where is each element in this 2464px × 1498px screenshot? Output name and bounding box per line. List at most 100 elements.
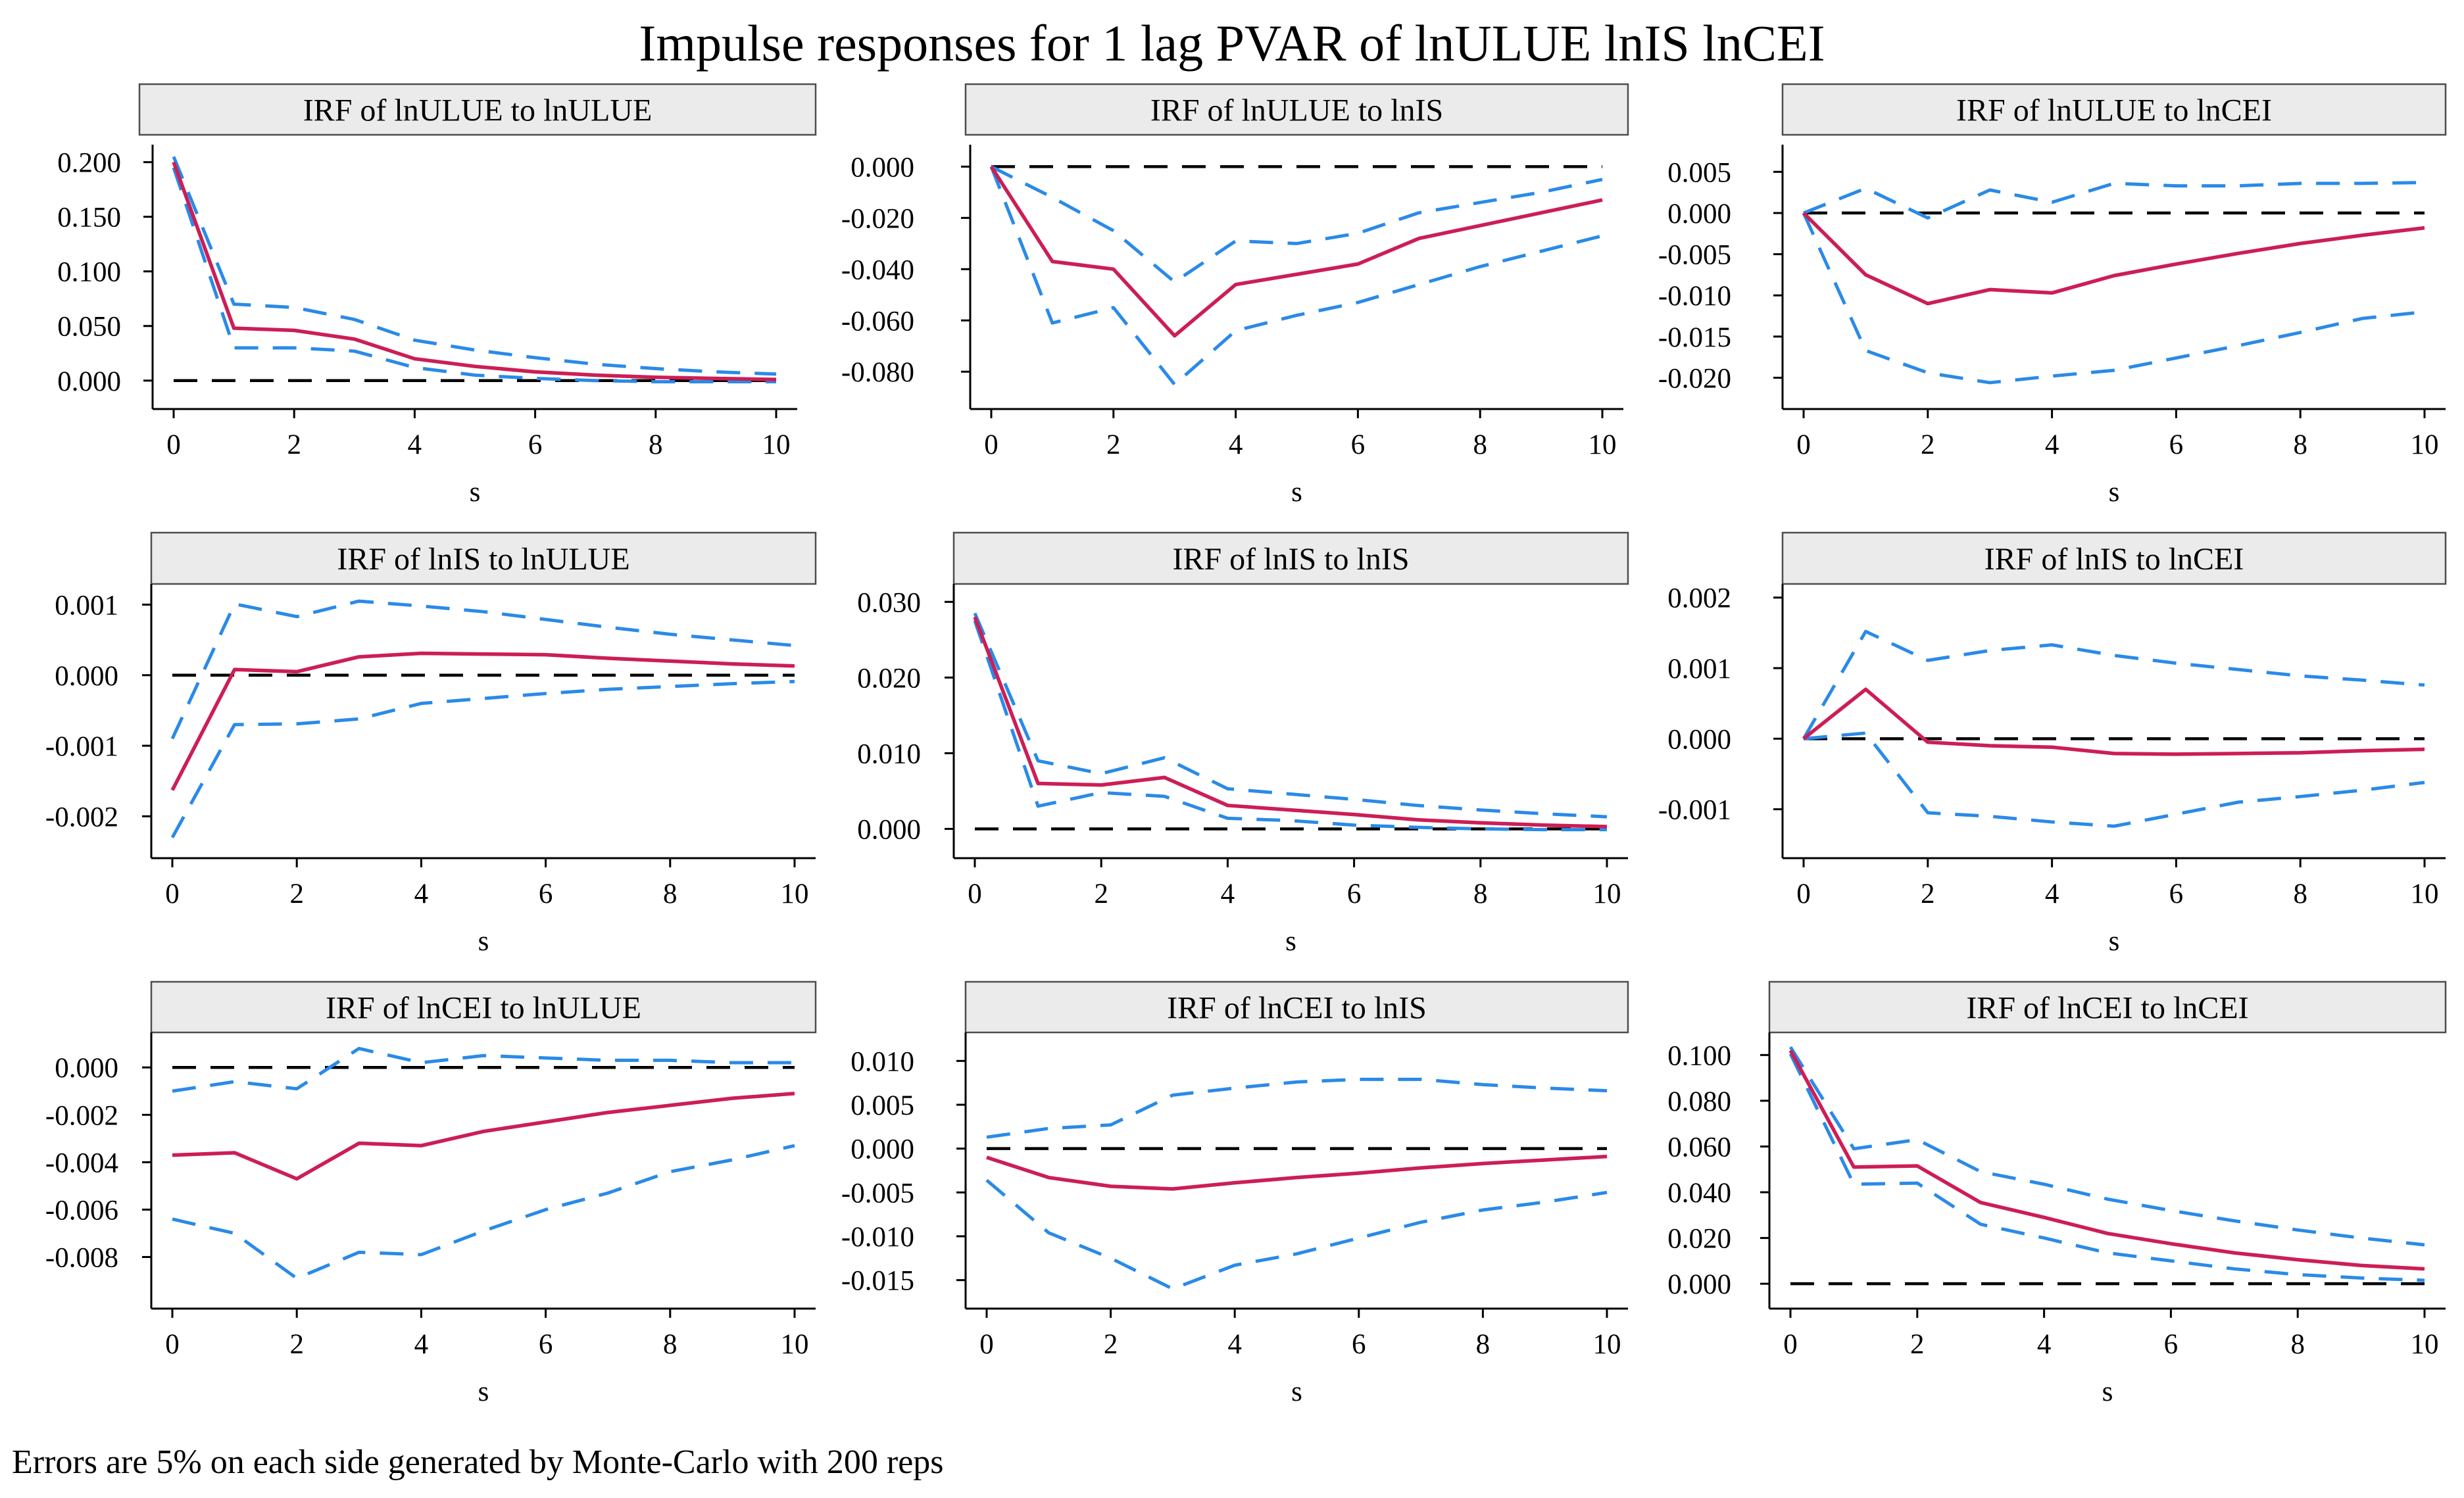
y-tick-label: 0.100 [1667,1040,1731,1071]
y-tick-label: 0.060 [1667,1132,1731,1163]
panel-title: IRF of lnIS to lnULUE [337,542,629,577]
x-tick-label: 0 [165,1329,180,1360]
x-tick-label: 4 [1229,429,1243,460]
x-tick-label: 2 [1094,879,1108,909]
irf-panel-3: IRF of lnULUE to lnCEI 0.005 0.000 -0.005 -0… [1658,83,2447,508]
x-axis-title: s [478,1376,489,1407]
x-axis-title: s [2109,926,2120,957]
panel-strip [138,83,817,136]
irf-series-line [170,651,795,791]
y-tick-label: 0.150 [57,203,121,233]
irf-panel-1: IRF of lnULUE to lnULUE 0.000 0.050 0.100 0.… [57,83,817,508]
y-tick-label: 0.100 [57,257,121,288]
x-tick-label: 8 [1473,879,1488,909]
y-tick-label: 0.000 [57,366,121,397]
x-axis-title: s [1291,1376,1302,1407]
ci-upper-line [986,1077,1608,1139]
ci-upper-line [170,599,795,740]
x-tick-label: 8 [663,879,678,909]
ci-lower-line [172,167,776,383]
ci-upper-line [990,165,1603,284]
x-tick-label: 6 [2164,1329,2179,1360]
irf-panel-6: IRF of lnIS to lnCEI 0.002 0.001 0.000 -0.00… [1658,531,2447,957]
panel-strip [150,531,817,585]
y-tick-label: -0.080 [841,357,914,388]
x-tick-label: 10 [762,429,791,460]
x-tick-label: 4 [2037,1329,2052,1360]
figure-note: Errors are 5% on each side generated by … [12,1443,944,1481]
y-tick-label: 0.080 [1667,1086,1731,1117]
y-tick-label: -0.001 [1658,795,1731,826]
ci-lower-line [1788,1053,2425,1282]
x-axis-title: s [2102,1376,2113,1407]
panel-strip [150,980,817,1034]
x-tick-label: 4 [2045,879,2059,909]
irf-series-line [986,1154,1608,1191]
x-tick-label: 6 [1351,429,1366,460]
x-tick-label: 6 [1347,879,1362,909]
y-tick-label: 0.010 [857,738,921,769]
x-tick-label: 2 [1104,1329,1118,1360]
panel-strip [964,83,1629,136]
x-tick-label: 0 [1796,879,1811,909]
x-tick-label: 6 [2169,429,2184,460]
irf-panel-2: IRF of lnULUE to lnIS 0.000 -0.020 -0.040 -0… [841,83,1629,508]
x-tick-label: 8 [649,429,663,460]
ci-lower-line [170,679,795,838]
y-tick-label: 0.030 [857,587,921,618]
x-axis-title: s [470,477,481,508]
panel-strip [964,980,1629,1034]
x-tick-label: 10 [1593,879,1621,909]
y-tick-label: 0.000 [1667,199,1731,230]
x-tick-label: 0 [1796,429,1811,460]
y-tick-label: 0.000 [850,1134,914,1165]
panel-title: IRF of lnIS to lnIS [1172,542,1409,577]
y-tick-label: -0.020 [1658,363,1731,394]
ci-lower-line [1802,212,2425,385]
ci-lower-line [172,1144,795,1280]
x-tick-label: 6 [539,879,553,909]
x-tick-label: 2 [1910,1329,1925,1360]
x-tick-label: 6 [2169,879,2184,909]
ci-upper-line [1802,629,2425,740]
irf-panel-8: IRF of lnCEI to lnIS 0.010 0.005 0.000 -0.00… [841,980,1629,1407]
y-tick-label: 0.010 [850,1046,914,1077]
irf-series-line [1788,1050,2425,1271]
x-axis-title: s [1291,477,1302,508]
y-tick-label: -0.010 [1658,281,1731,312]
irf-series-line [973,616,1608,829]
x-tick-label: 6 [528,429,543,460]
y-tick-label: 0.000 [1667,1269,1731,1300]
irf-panel-5: IRF of lnIS to lnIS 0.030 0.020 0.010 0.000 0… [857,531,1629,957]
irf-series-line [989,165,1603,338]
figure-title: Impulse responses for 1 lag PVAR of lnUL… [639,14,1825,72]
x-tick-label: 2 [287,429,301,460]
y-tick-label: -0.005 [1658,240,1731,271]
x-tick-label: 10 [781,1329,809,1360]
y-tick-label: -0.005 [841,1178,914,1209]
x-tick-label: 10 [2411,1329,2439,1360]
x-tick-label: 6 [1352,1329,1366,1360]
x-tick-label: 0 [979,1329,994,1360]
y-tick-label: 0.001 [1667,654,1731,685]
panel-title: IRF of lnIS to lnCEI [1984,542,2244,577]
panel-title: IRF of lnULUE to lnCEI [1956,93,2272,128]
x-tick-label: 2 [289,879,304,909]
irf-panel-9: IRF of lnCEI to lnCEI 0.100 0.080 0.060 0.04… [1667,980,2447,1407]
ci-upper-line [172,1046,795,1093]
panel-title: IRF of lnCEI to lnCEI [1966,991,2248,1026]
ci-lower-line [989,166,1603,387]
y-tick-label: -0.020 [841,203,914,234]
y-tick-label: 0.200 [57,148,121,179]
y-tick-label: 0.050 [57,312,121,343]
x-tick-label: 2 [1921,879,1935,909]
panel-strip [1768,980,2447,1034]
y-tick-label: 0.001 [55,590,118,621]
x-axis-title: s [1285,926,1296,957]
x-tick-label: 2 [289,1329,304,1360]
y-tick-label: 0.020 [857,663,921,694]
y-tick-label: -0.002 [45,802,118,833]
y-tick-label: -0.006 [45,1195,118,1226]
panel-title: IRF of lnCEI to lnULUE [326,991,641,1026]
